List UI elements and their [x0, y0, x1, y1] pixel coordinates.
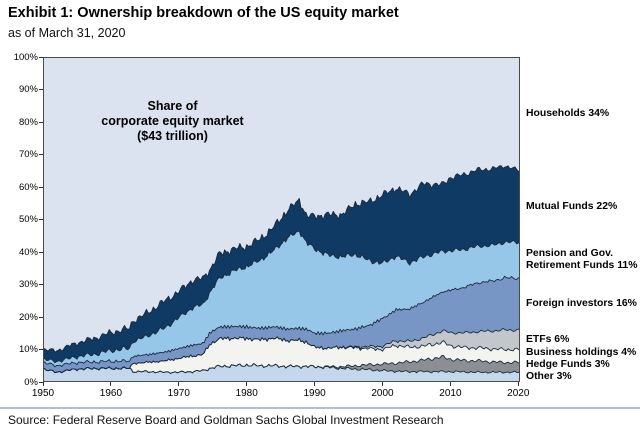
x-tick: [449, 382, 451, 386]
area-foreign-investors: [43, 276, 520, 373]
x-tick-label: 1990: [303, 388, 326, 399]
y-tick-label: 70%: [18, 149, 38, 160]
series-label-mutual-funds: Mutual Funds 22%: [526, 200, 618, 212]
y-tick: [39, 381, 43, 383]
y-tick: [39, 56, 43, 58]
y-tick-label: 80%: [18, 116, 38, 128]
series-label-other: Other 3%: [526, 371, 572, 383]
x-tick: [382, 382, 383, 386]
x-tick-label: 1950: [31, 388, 55, 399]
y-tick-label: 20%: [18, 311, 38, 323]
y-tick-label: 100%: [13, 51, 38, 63]
source-line: Source: Federal Reserve Board and Goldma…: [8, 413, 444, 427]
y-tick-label: 40%: [18, 246, 38, 258]
boundary-pension-gov-retirement-funds: [43, 230, 520, 364]
area-etfs: [43, 328, 520, 373]
y-tick-label: 90%: [18, 84, 38, 95]
figure-subtitle: as of March 31, 2020: [8, 26, 126, 40]
x-tick: [178, 382, 180, 386]
stacked-area-chart: [43, 57, 520, 382]
y-tick-label: 30%: [18, 279, 38, 290]
x-tick-label: 2010: [439, 388, 462, 399]
y-tick-label: 50%: [18, 214, 38, 225]
y-tick: [39, 316, 43, 318]
series-label-foreign-investors: Foreign investors 16%: [526, 298, 637, 310]
y-tick-label: 60%: [18, 181, 38, 193]
y-tick: [39, 186, 43, 188]
footer-divider: [0, 407, 640, 409]
x-tick: [246, 382, 248, 386]
area-mutual-funds: [43, 165, 520, 363]
series-label-households: Households 34%: [526, 107, 610, 119]
x-tick-label: 2020: [507, 388, 530, 399]
x-tick: [517, 382, 519, 386]
plot-border: [43, 57, 520, 382]
area-pension-gov-retirement-funds: [43, 231, 520, 367]
series-label-business-holdings: Business holdings 4%: [526, 347, 637, 359]
y-tick: [39, 121, 43, 123]
x-tick: [314, 382, 316, 386]
series-label-etfs: ETFs 6%: [526, 333, 570, 345]
y-tick: [39, 251, 43, 253]
y-tick: [39, 89, 43, 90]
figure-title: Exhibit 1: Ownership breakdown of the US…: [8, 5, 399, 21]
boundary-etfs: [43, 327, 520, 374]
x-tick: [42, 382, 44, 386]
chart-annotation: Share of corporate equity market ($43 tr…: [101, 99, 244, 143]
y-tick: [39, 219, 43, 220]
y-tick: [39, 349, 43, 350]
series-label-hedge-funds: Hedge Funds 3%: [526, 359, 610, 371]
x-tick-label: 1970: [167, 388, 190, 399]
y-tick: [39, 284, 43, 285]
area-hedge-funds: [43, 355, 520, 374]
area-other: [43, 363, 520, 382]
boundary-foreign-investors: [43, 275, 520, 368]
series-label-pension-gov-retirement-funds: Pension and Gov. Retirement Funds 11%: [526, 248, 638, 272]
boundary-mutual-funds: [43, 165, 520, 353]
x-tick: [110, 382, 112, 386]
area-households: [43, 57, 520, 353]
y-tick-label: 0%: [24, 376, 38, 388]
y-tick-label: 10%: [18, 344, 38, 355]
x-tick-label: 1960: [99, 388, 123, 399]
x-tick-label: 2000: [371, 388, 394, 399]
chart-canvas: [43, 57, 520, 382]
x-tick-label: 1980: [235, 388, 258, 399]
y-tick: [39, 154, 43, 155]
